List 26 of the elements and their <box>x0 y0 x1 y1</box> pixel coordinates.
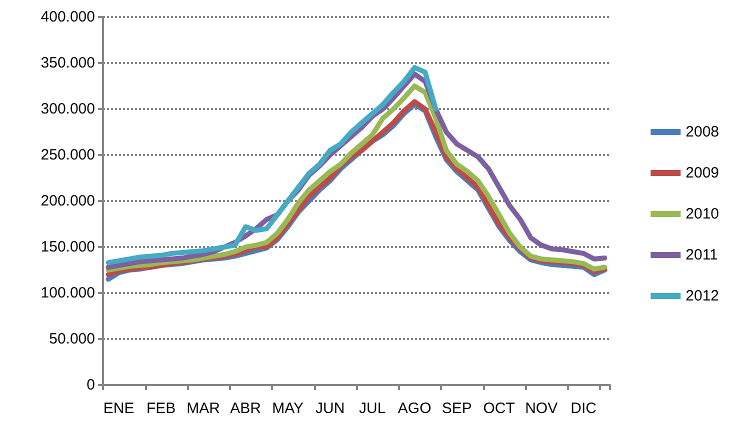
x-tick-label: JUN <box>316 400 345 417</box>
y-tick-label: 250.000 <box>40 146 95 164</box>
y-tick-label: 350.000 <box>40 54 95 72</box>
y-tick-label: 100.000 <box>40 284 95 302</box>
x-tick-label: AGO <box>398 400 432 417</box>
x-tick-label: DIC <box>570 400 597 417</box>
x-tick-label: FEB <box>146 400 176 417</box>
x-tick-label: JUL <box>359 400 386 417</box>
y-tick-label: 300.000 <box>40 100 95 118</box>
legend-label: 2011 <box>686 246 718 264</box>
legend-label: 2012 <box>686 288 720 304</box>
x-tick-label: NOV <box>525 400 558 417</box>
y-tick-label: 200.000 <box>40 192 95 210</box>
legend-label: 2010 <box>686 206 720 222</box>
y-tick-label: 50.000 <box>49 330 95 348</box>
y-tick-label: 400.000 <box>40 8 95 26</box>
legend-label: 2008 <box>686 124 720 140</box>
y-tick-label: 150.000 <box>40 238 95 256</box>
legend-label: 2009 <box>686 164 720 182</box>
x-tick-label: OCT <box>483 400 515 417</box>
x-tick-label: MAY <box>272 400 304 417</box>
y-tick-label: 0 <box>86 376 95 394</box>
x-tick-label: SEP <box>442 400 472 417</box>
x-tick-label: ENE <box>103 400 134 417</box>
x-tick-label: ABR <box>230 400 262 417</box>
x-tick-label: MAR <box>186 400 220 417</box>
